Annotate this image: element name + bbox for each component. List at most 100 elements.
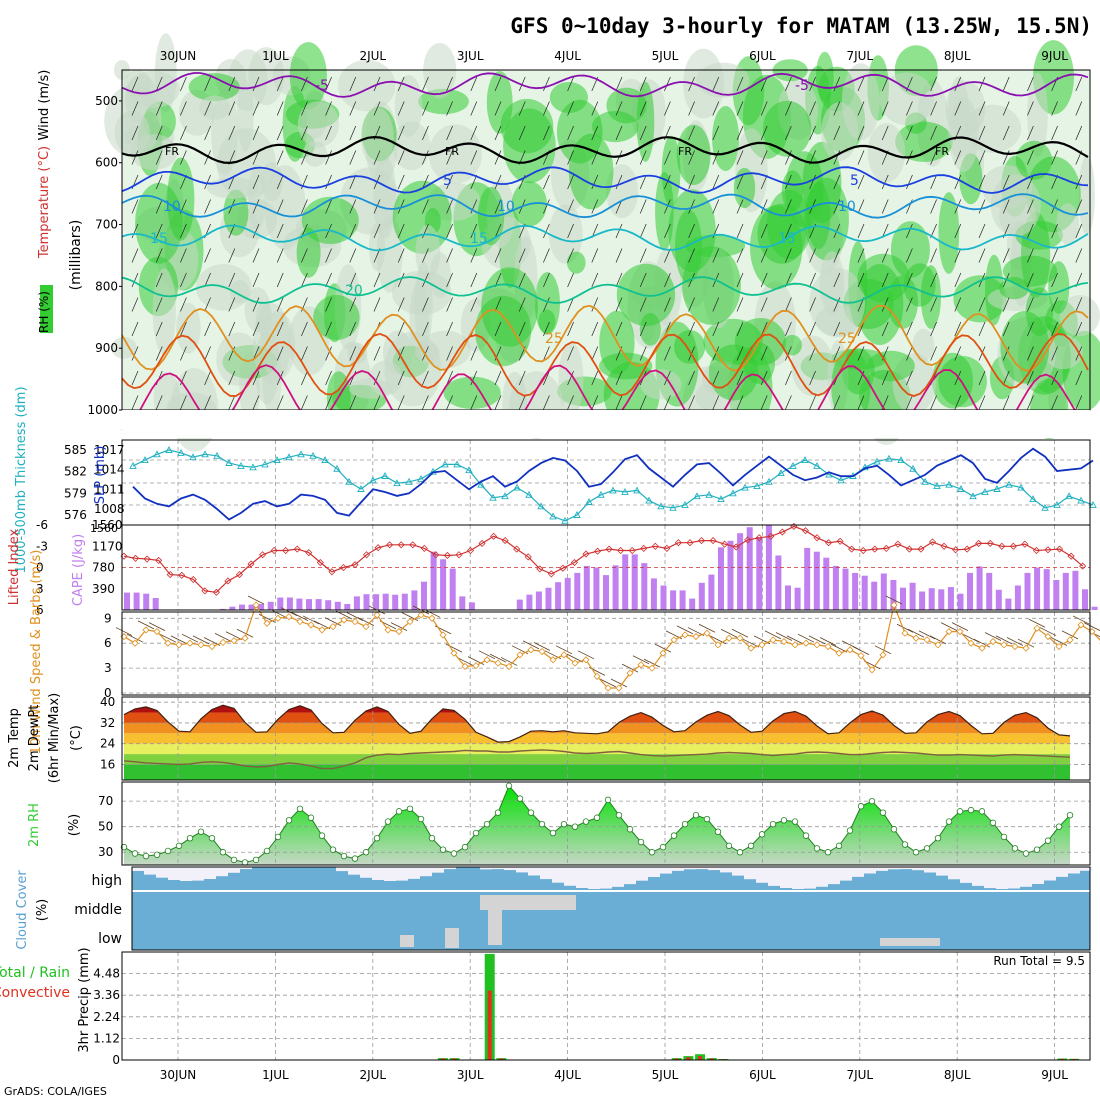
wind-marker bbox=[670, 636, 678, 644]
cape-bar bbox=[861, 575, 868, 610]
pressure-tick-label: 900 bbox=[95, 341, 118, 355]
wind-barb bbox=[785, 174, 792, 190]
wind-barb-10m bbox=[214, 633, 232, 642]
wind-barb bbox=[809, 248, 816, 263]
li-marker bbox=[593, 547, 602, 555]
cape-bar bbox=[229, 606, 236, 610]
li-marker bbox=[663, 544, 671, 552]
rh2m-marker bbox=[1011, 845, 1019, 852]
precip-axis-label: 3hr Precip (mm) bbox=[77, 947, 92, 1052]
wind-barb bbox=[543, 321, 550, 337]
wind-barb bbox=[664, 297, 671, 312]
wind-marker bbox=[329, 623, 337, 631]
wind-axis-label: Wind (m/s) bbox=[37, 70, 52, 141]
wind-barb bbox=[688, 199, 695, 214]
wind-barb bbox=[639, 101, 647, 116]
cape-bar bbox=[976, 566, 983, 610]
wind-barb bbox=[664, 272, 671, 288]
cape-bar bbox=[612, 565, 619, 610]
wind-barb bbox=[785, 297, 792, 312]
wind-barb bbox=[301, 101, 308, 116]
wind-barb bbox=[736, 272, 744, 288]
wind-barb bbox=[712, 321, 720, 337]
wind-barb bbox=[470, 248, 478, 263]
wind-barb bbox=[809, 395, 816, 410]
cape-bar bbox=[152, 598, 159, 610]
wind-barb-10m bbox=[390, 622, 408, 631]
rh-blob bbox=[661, 135, 681, 207]
thickness-marker bbox=[993, 485, 1001, 492]
wind-barb bbox=[1075, 223, 1083, 239]
slp-tick: 1014 bbox=[94, 463, 125, 477]
contour-label: FR bbox=[445, 145, 459, 158]
wind-barb bbox=[325, 395, 332, 410]
rh-blob bbox=[640, 369, 682, 400]
wind-barb bbox=[930, 346, 937, 361]
wind-barb bbox=[664, 76, 671, 92]
thickness-marker bbox=[693, 492, 701, 500]
wind-barb bbox=[954, 248, 962, 263]
cape-bar bbox=[718, 547, 724, 610]
wind-barb bbox=[301, 370, 308, 386]
wind-barb bbox=[397, 370, 405, 386]
wind-barb bbox=[494, 321, 502, 337]
cape-bar bbox=[804, 547, 811, 610]
li-marker bbox=[247, 560, 255, 568]
cloud-mid-bar bbox=[564, 895, 576, 910]
precip-tick: 2.24 bbox=[93, 1010, 120, 1024]
li-marker bbox=[709, 537, 717, 545]
wind-barb bbox=[809, 125, 816, 141]
wind-barb bbox=[543, 272, 550, 288]
cape-bar bbox=[689, 598, 696, 610]
wind-barb bbox=[760, 297, 768, 312]
wind-barb bbox=[494, 125, 502, 141]
cloud-high-bar bbox=[420, 867, 432, 877]
rh2m-marker bbox=[439, 846, 447, 853]
wind-barb bbox=[252, 174, 260, 190]
wind-marker bbox=[571, 659, 579, 667]
cloud-high-bar bbox=[492, 867, 504, 870]
wind-barb bbox=[446, 174, 453, 190]
wind-barb bbox=[639, 150, 647, 165]
thickness-tick: 582 bbox=[64, 465, 87, 479]
li-marker bbox=[131, 554, 140, 562]
thickness-marker bbox=[441, 460, 449, 468]
wind-barb bbox=[373, 272, 381, 288]
slp-axis-label: SLP (mb) bbox=[93, 446, 108, 505]
wind-barb bbox=[252, 199, 260, 214]
wind-barb bbox=[1075, 370, 1083, 386]
cape-bar bbox=[995, 589, 1002, 610]
wind-barb bbox=[397, 395, 405, 410]
wind-barb bbox=[1027, 346, 1034, 361]
wind-barb bbox=[180, 248, 187, 263]
rh2m-marker bbox=[637, 838, 645, 846]
wind-barb bbox=[1075, 174, 1083, 190]
thickness-marker bbox=[981, 487, 989, 495]
top-date-label: 3JUL bbox=[457, 49, 484, 63]
wind-barb bbox=[518, 125, 526, 141]
wind-barb bbox=[397, 125, 405, 141]
rh2m-marker bbox=[747, 842, 755, 850]
wind-barb bbox=[349, 101, 357, 116]
wind-barb bbox=[1002, 199, 1010, 214]
wind-barb bbox=[470, 346, 478, 361]
rh2m-area bbox=[124, 785, 1070, 865]
wind-barb bbox=[736, 346, 744, 361]
wind-barb bbox=[712, 174, 720, 190]
wind-barb bbox=[591, 321, 599, 337]
cloud-high-bar bbox=[384, 867, 396, 881]
cape-bar bbox=[124, 592, 130, 610]
wind-barb-10m bbox=[1094, 633, 1100, 638]
wind-barb-10m bbox=[698, 623, 716, 633]
wind-barb bbox=[833, 125, 841, 141]
wind-marker bbox=[219, 638, 227, 646]
rh2m-marker bbox=[791, 818, 799, 825]
wind-barb bbox=[881, 370, 889, 386]
wind-barb bbox=[906, 395, 913, 410]
precip-conv-bar bbox=[686, 1057, 691, 1060]
rh-tick: 50 bbox=[98, 820, 113, 834]
rh-blob bbox=[591, 111, 639, 143]
wind-barb-10m bbox=[830, 643, 848, 653]
wind-marker bbox=[1033, 624, 1041, 632]
wind-marker bbox=[714, 641, 722, 649]
